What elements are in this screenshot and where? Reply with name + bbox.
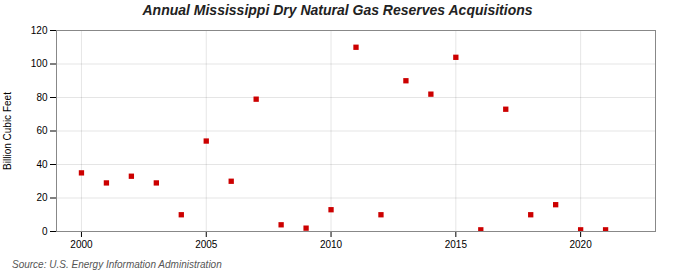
svg-text:20: 20 <box>36 192 48 203</box>
svg-text:2005: 2005 <box>195 239 218 250</box>
svg-text:60: 60 <box>36 125 48 136</box>
svg-text:2015: 2015 <box>445 239 468 250</box>
html-text:Annual Mississippi Dry Natural: Annual Mississippi Dry Natural Gas Reser… <box>142 2 533 18</box>
svg-text:2000: 2000 <box>70 239 93 250</box>
svg-text:100: 100 <box>31 58 48 69</box>
svg-text:0: 0 <box>42 226 48 237</box>
svg-text:120: 120 <box>31 25 48 36</box>
svg-text:80: 80 <box>36 92 48 103</box>
svg-text:2010: 2010 <box>320 239 343 250</box>
svg-text:2020: 2020 <box>570 239 593 250</box>
svg-text:Billion Cubic Feet: Billion Cubic Feet <box>2 92 13 170</box>
svg-text:40: 40 <box>36 159 48 170</box>
html-text:Source: U.S. Energy Informatio: Source: U.S. Energy Information Administ… <box>12 259 222 270</box>
